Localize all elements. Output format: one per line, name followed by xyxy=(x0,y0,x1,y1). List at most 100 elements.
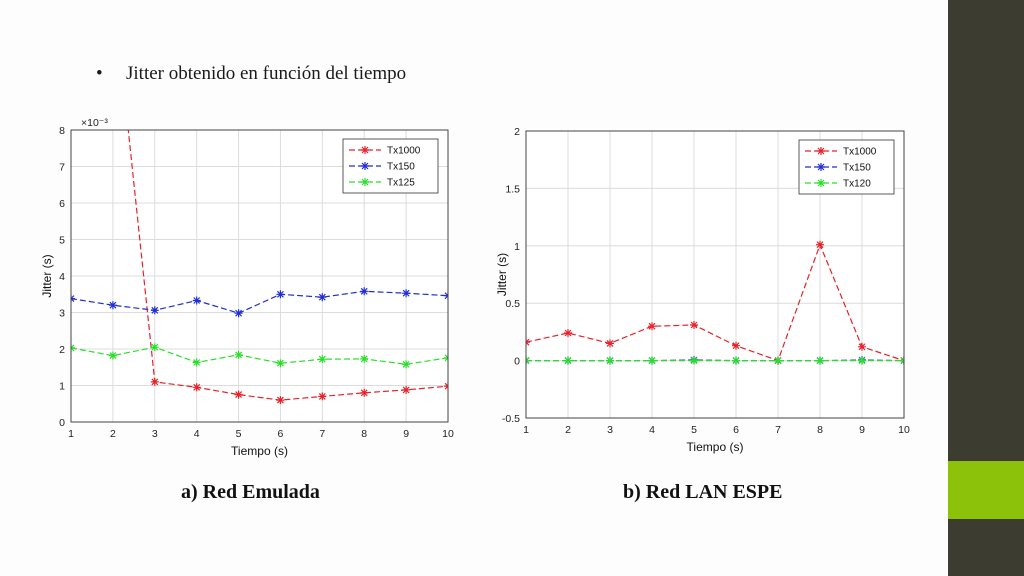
data-point-tx150 xyxy=(360,287,369,296)
asterisk-marker xyxy=(402,289,411,298)
x-tick-label: 6 xyxy=(278,428,284,440)
x-axis-label: Tiempo (s) xyxy=(231,444,288,458)
data-point-tx150 xyxy=(402,289,411,298)
asterisk-marker xyxy=(318,293,327,302)
asterisk-marker xyxy=(690,321,698,329)
legend-marker xyxy=(361,162,369,170)
data-point-tx125 xyxy=(150,343,159,352)
x-tick-label: 8 xyxy=(361,428,367,440)
asterisk-marker xyxy=(318,392,327,401)
asterisk-marker xyxy=(150,377,159,386)
data-point-tx120 xyxy=(858,356,866,365)
data-point-tx120 xyxy=(816,356,824,365)
series-group xyxy=(526,240,904,365)
legend-entry: Tx1000 xyxy=(843,147,877,158)
asterisk-marker xyxy=(276,359,285,368)
legend-entry: Tx120 xyxy=(843,179,871,190)
asterisk-marker xyxy=(606,356,614,365)
asterisk-marker xyxy=(606,339,614,348)
legend-marker xyxy=(361,146,369,154)
series-line-tx125 xyxy=(71,346,448,365)
y-tick-label: 4 xyxy=(59,271,65,283)
data-point-tx125 xyxy=(234,350,243,359)
asterisk-marker xyxy=(402,360,411,369)
y-axis-label: Jitter (s) xyxy=(40,254,54,297)
data-point-tx120 xyxy=(774,356,782,365)
legend-marker xyxy=(817,163,825,171)
asterisk-marker xyxy=(648,322,656,331)
bullet-text: Jitter obtenido en función del tiempo xyxy=(126,63,407,84)
asterisk-marker xyxy=(234,350,243,359)
asterisk-marker xyxy=(817,179,825,187)
y-tick-label: 1 xyxy=(514,241,520,253)
y-tick-label: 1 xyxy=(59,381,65,393)
data-point-tx1000 xyxy=(318,392,327,401)
asterisk-marker xyxy=(816,240,824,249)
asterisk-marker xyxy=(192,383,201,392)
x-tick-label: 6 xyxy=(733,424,739,436)
asterisk-marker xyxy=(648,356,656,365)
asterisk-marker xyxy=(858,356,866,365)
asterisk-marker xyxy=(858,342,866,351)
asterisk-marker xyxy=(108,301,117,310)
data-point-tx120 xyxy=(732,356,740,365)
data-point-tx1000 xyxy=(816,240,824,249)
data-point-tx1000 xyxy=(606,339,614,348)
x-tick-label: 8 xyxy=(817,424,823,436)
caption-red-lan-espe: b) Red LAN ESPE xyxy=(623,481,783,503)
data-point-tx1000 xyxy=(648,322,656,331)
data-point-tx1000 xyxy=(192,383,201,392)
asterisk-marker xyxy=(234,309,243,318)
x-tick-label: 1 xyxy=(68,428,74,440)
asterisk-marker xyxy=(318,355,327,364)
asterisk-marker xyxy=(192,358,201,367)
x-tick-label: 4 xyxy=(649,424,655,436)
y-tick-label: 0 xyxy=(59,417,65,429)
y-axis-label: Jitter (s) xyxy=(495,253,509,296)
data-point-tx125 xyxy=(108,351,117,360)
x-tick-label: 5 xyxy=(236,428,242,440)
asterisk-marker xyxy=(361,162,369,170)
asterisk-marker xyxy=(816,356,824,365)
data-point-tx150 xyxy=(318,293,327,302)
data-point-tx150 xyxy=(192,296,201,305)
asterisk-marker xyxy=(564,329,572,337)
y-tick-label: 0.5 xyxy=(505,298,520,310)
data-point-tx125 xyxy=(276,359,285,368)
data-point-tx150 xyxy=(234,309,243,318)
data-point-tx1000 xyxy=(858,342,866,351)
data-point-tx125 xyxy=(318,355,327,364)
chart-red-emulada: 1 2 3 4 5 6 7 8 9 10 0 1 2 3 4 5 6 7 8 ×10⁻³ Tiempo (s) Jitte… xyxy=(30,110,470,470)
x-tick-label: 3 xyxy=(152,428,158,440)
asterisk-marker xyxy=(690,356,698,365)
data-point-tx1000 xyxy=(690,321,698,329)
asterisk-marker xyxy=(732,341,740,350)
asterisk-marker xyxy=(276,396,285,405)
data-point-tx1000 xyxy=(564,329,572,337)
asterisk-marker xyxy=(234,390,243,399)
data-point-tx150 xyxy=(150,306,159,315)
data-point-tx1000 xyxy=(276,396,285,405)
asterisk-marker xyxy=(108,351,117,360)
legend-marker xyxy=(817,147,825,155)
asterisk-marker xyxy=(276,290,285,299)
x-tick-label: 7 xyxy=(775,424,781,436)
x-tick-label: 2 xyxy=(110,428,116,440)
x-tick-label: 5 xyxy=(691,424,697,436)
x-tick-label: 4 xyxy=(194,428,200,440)
x-tick-label: 10 xyxy=(442,428,454,440)
asterisk-marker xyxy=(817,163,825,171)
y-tick-label: 7 xyxy=(59,162,65,174)
bullet-dot-icon: • xyxy=(96,63,103,84)
data-point-tx120 xyxy=(606,356,614,365)
asterisk-marker xyxy=(150,306,159,315)
data-point-tx125 xyxy=(192,358,201,367)
plot-frame xyxy=(525,130,905,419)
data-point-tx150 xyxy=(276,290,285,299)
asterisk-marker xyxy=(360,287,369,296)
y-tick-label: 1.5 xyxy=(505,183,520,195)
chart-b-svg: 1 2 3 4 5 6 7 8 9 10 -0.5 0 0.5 1 1.5 2 Tiempo (s) Jitter… xyxy=(495,126,910,454)
x-tick-label: 10 xyxy=(898,424,910,436)
y-tick-label: 5 xyxy=(59,235,65,247)
